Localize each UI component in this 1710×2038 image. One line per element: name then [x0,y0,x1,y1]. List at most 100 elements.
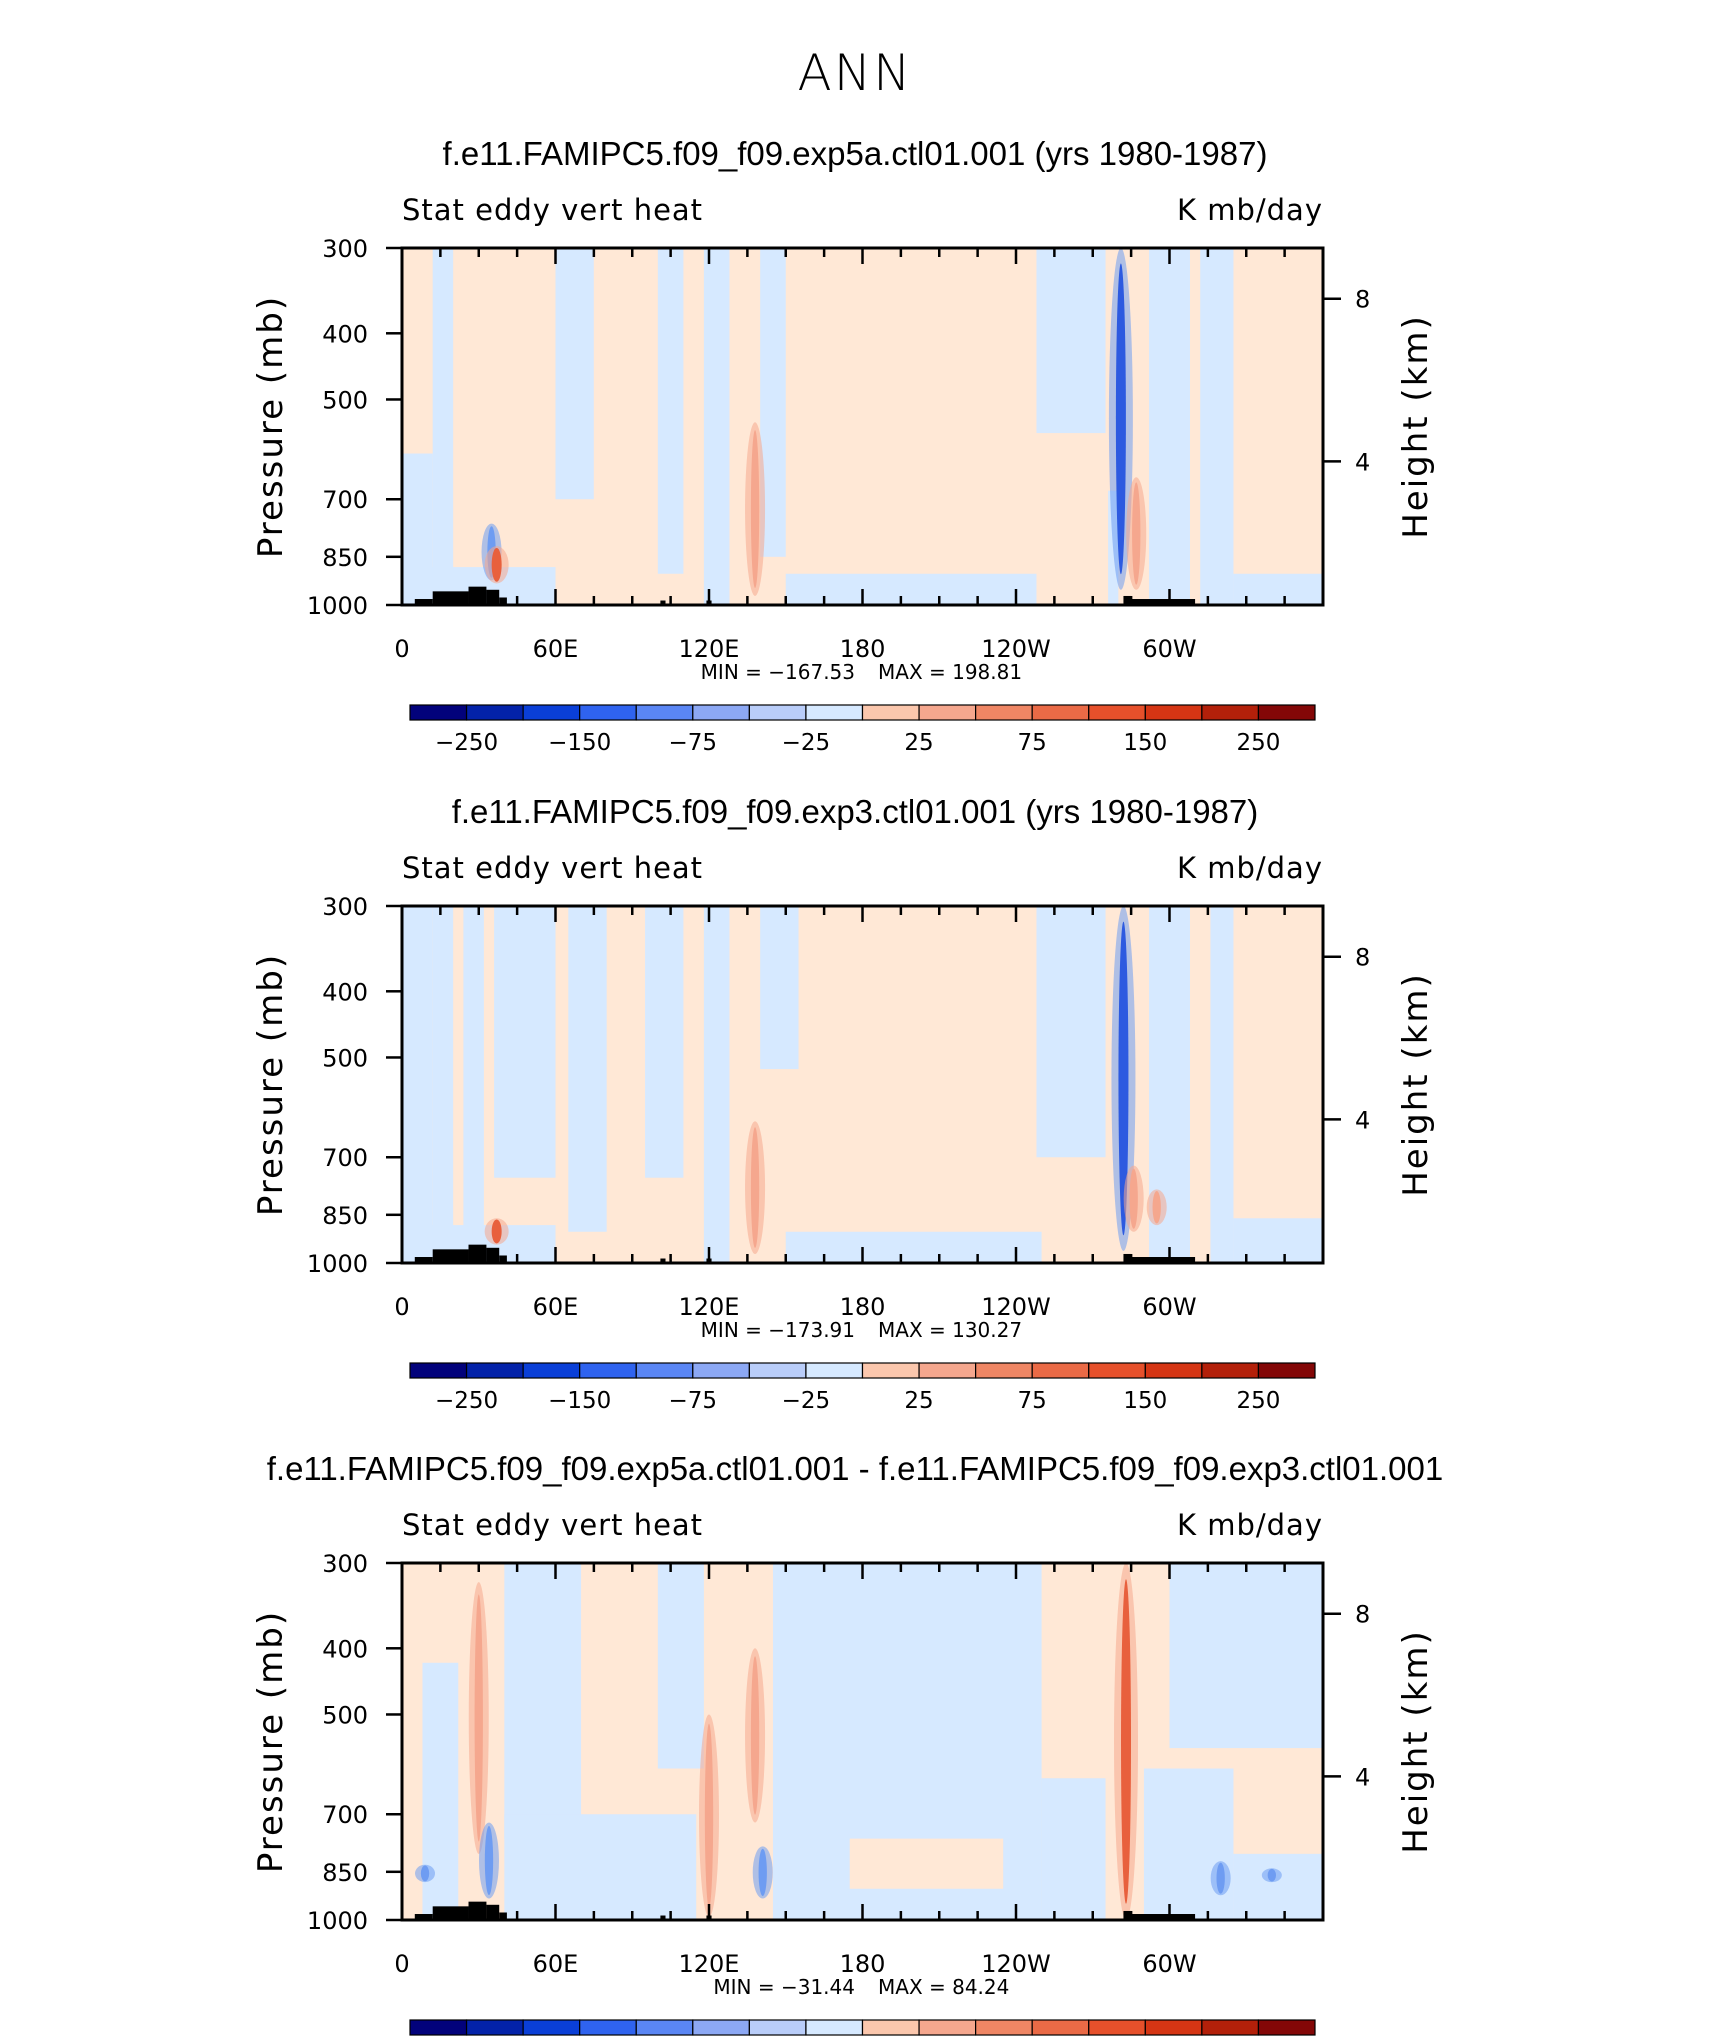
y-tick-label: 700 [322,1144,368,1172]
x-tick-label: 120W [981,635,1051,663]
x-tick-label: 60W [1142,1293,1196,1321]
colorbar-box [465,704,524,721]
colorbar-box [861,1362,920,1379]
colorbar-box [861,2019,920,2036]
contour-region [1149,248,1190,605]
colorbar-box [635,704,694,721]
terrain-mask [660,600,666,605]
colorbar-box [861,704,920,721]
contour-feature-core [474,1594,483,1842]
right-tick-label: 4 [1355,1106,1370,1134]
contour-region [504,1563,582,1839]
y-tick-label: 850 [322,1202,368,1230]
contour-feature-core [1267,1868,1277,1882]
contour-region [1233,1853,1323,1920]
x-tick-label: 120W [981,1293,1051,1321]
terrain-mask [1123,1910,1132,1920]
contour-feature-core [704,1723,714,1908]
contour-feature-core [1121,1579,1132,1904]
contour-region [1200,248,1234,605]
panel-3: f.e11.FAMIPC5.f09_f09.exp5a.ctl01.001 - … [251,1450,1443,2036]
colorbar-label: 150 [1123,730,1167,756]
colorbar-box [635,1362,694,1379]
y-tick-label: 300 [322,235,368,263]
colorbar-box [1088,704,1146,721]
y-tick-label: 400 [322,1635,368,1663]
right-tick-label: 8 [1355,944,1370,972]
units-label: K mb/day [1177,193,1323,227]
colorbar-label: 25 [904,730,933,756]
x-tick-label: 0 [394,1293,409,1321]
terrain-mask [432,591,469,605]
contour-feature-core [750,430,760,589]
x-tick-label: 120E [679,1950,740,1978]
colorbar-box [1201,1362,1260,1379]
contour-region [703,906,730,1263]
x-tick-label: 60W [1142,635,1196,663]
contour-feature-core [491,1219,502,1244]
terrain-mask [1131,599,1196,605]
colorbar-box [748,2019,807,2036]
colorbar-box [579,2019,637,2036]
colorbar-label: −25 [782,730,831,756]
terrain-mask [660,1258,666,1263]
colorbar-box [409,1362,468,1379]
x-tick-label: 120E [679,1293,740,1321]
contour-region [785,1231,1042,1263]
contour-region [568,906,607,1232]
contour-feature-core [1118,921,1129,1236]
colorbar-label: −150 [548,730,611,756]
contour-feature-core [1216,1862,1225,1894]
contour-feature-core [750,1127,760,1248]
terrain-mask [499,1255,507,1263]
terrain-mask [414,599,433,605]
colorbar-box [975,2019,1033,2036]
y-tick-label: 500 [322,386,368,414]
contour-feature-core [420,1865,430,1882]
colorbar-box [1031,704,1090,721]
x-tick-label: 60W [1142,1950,1196,1978]
colorbar-box [1144,1362,1203,1379]
contour-feature-core [1152,1190,1161,1224]
colorbar-box [522,1362,581,1379]
y-tick-label: 500 [322,1701,368,1729]
colorbar-box [748,704,807,721]
colorbar-box [918,704,977,721]
variable-label: Stat eddy vert heat [402,193,703,227]
colorbar-box [1257,704,1316,721]
colorbar-label: −150 [548,1388,611,1414]
contour-region [432,906,454,1263]
colorbar-box [579,1362,637,1379]
colorbar-box [692,704,750,721]
colorbar-box [1201,2019,1260,2036]
colorbar-box [1257,2019,1316,2036]
panel-2: f.e11.FAMIPC5.f09_f09.exp3.ctl01.001 (yr… [251,793,1436,1414]
colorbar-box [748,1362,807,1379]
terrain-mask [486,1904,500,1920]
terrain-mask [486,589,500,605]
contour-region [1233,1218,1323,1263]
contour-region [555,248,594,500]
y-tick-label: 400 [322,320,368,348]
y-tick-label: 300 [322,1550,368,1578]
colorbar-box [975,704,1033,721]
contour-region [463,906,484,1263]
max-label: MAX = 130.27 [878,1318,1022,1342]
x-tick-label: 120E [679,635,740,663]
colorbar-label: −250 [435,1388,498,1414]
terrain-mask [1131,1914,1196,1920]
terrain-mask [468,1244,487,1263]
y-axis-label: Pressure (mb) [251,953,291,1216]
y-tick-label: 400 [322,978,368,1006]
terrain-mask [660,1915,666,1920]
contour-region [785,573,1037,605]
colorbar-box [409,704,468,721]
colorbar-box [409,2019,468,2036]
contour-region [494,906,556,1178]
colorbar-box [1088,1362,1146,1379]
colorbar-label: 150 [1123,1388,1167,1414]
terrain-mask [486,1247,500,1263]
contour-feature-core [1129,1168,1138,1229]
min-label: MIN = −167.53 [701,660,855,684]
y-axis-label: Pressure (mb) [251,295,291,558]
